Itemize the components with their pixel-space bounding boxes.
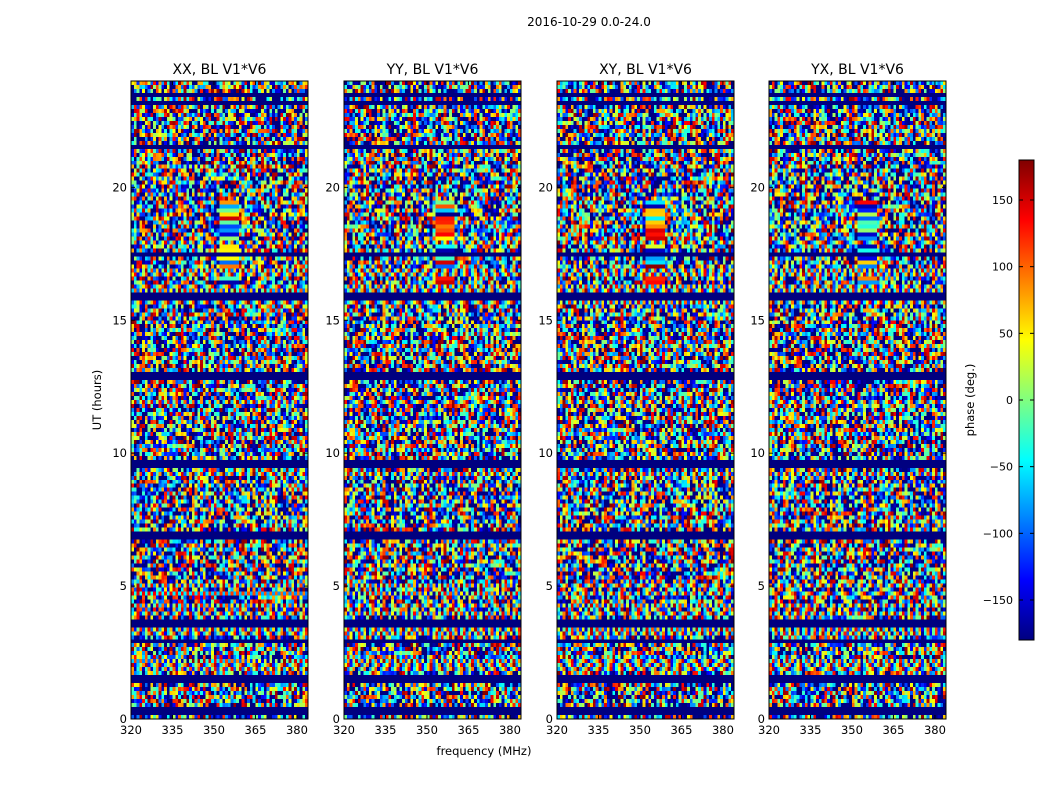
y-tick-label: 0 bbox=[546, 712, 553, 726]
x-tick-label: 320 bbox=[120, 723, 142, 737]
x-tick-label: 335 bbox=[800, 723, 822, 737]
panel-title: XY, BL V1*V6 bbox=[599, 62, 692, 78]
colorbar-tick-label: 150 bbox=[992, 194, 1013, 207]
panel-3: XY, BL V1*V6 320 335 350 365 380 0 5 10 15 20 bbox=[538, 62, 735, 737]
y-axis-label: UT (hours) bbox=[90, 370, 104, 430]
x-tick-label: 350 bbox=[416, 723, 438, 737]
x-tick-label: 365 bbox=[457, 723, 479, 737]
figure-suptitle: 2016-10-29 0.0-24.0 bbox=[527, 15, 651, 29]
y-tick-label: 0 bbox=[758, 712, 765, 726]
y-tick-label: 5 bbox=[546, 579, 553, 593]
heatmap-image-3 bbox=[557, 81, 734, 719]
heatmap-image-2 bbox=[344, 81, 521, 719]
colorbar-tick-label: 0 bbox=[1006, 394, 1013, 407]
panel-title: XX, BL V1*V6 bbox=[173, 62, 267, 78]
x-tick-label: 320 bbox=[333, 723, 355, 737]
x-tick-label: 380 bbox=[712, 723, 734, 737]
y-tick-label: 10 bbox=[112, 446, 127, 460]
colorbar: 150 100 50 0 −50 −100 −150 phase (deg.) bbox=[963, 159, 1035, 641]
panel-title: YY, BL V1*V6 bbox=[386, 62, 479, 78]
colorbar-tick-label: −50 bbox=[990, 461, 1013, 474]
y-tick-label: 5 bbox=[758, 579, 765, 593]
y-tick-label: 15 bbox=[538, 313, 553, 327]
heatmap-image-4 bbox=[769, 81, 946, 719]
y-tick-label: 20 bbox=[112, 180, 127, 194]
y-tick-label: 0 bbox=[333, 712, 340, 726]
y-tick-label: 5 bbox=[333, 579, 340, 593]
x-tick-label: 335 bbox=[162, 723, 184, 737]
x-tick-label: 365 bbox=[882, 723, 904, 737]
panel-frame bbox=[130, 80, 309, 720]
panel-2: YY, BL V1*V6 320 335 350 365 380 0 5 10 15 20 bbox=[325, 62, 522, 737]
y-tick-label: 20 bbox=[750, 180, 765, 194]
y-tick-label: 15 bbox=[112, 313, 127, 327]
y-tick-label: 10 bbox=[538, 446, 553, 460]
x-tick-label: 380 bbox=[499, 723, 521, 737]
colorbar-tick-label: 100 bbox=[992, 261, 1013, 274]
x-tick-label: 380 bbox=[924, 723, 946, 737]
y-tick-label: 15 bbox=[750, 313, 765, 327]
x-tick-label: 335 bbox=[588, 723, 610, 737]
panel-frame bbox=[768, 80, 947, 720]
panel-frame bbox=[343, 80, 522, 720]
y-tick-label: 15 bbox=[325, 313, 340, 327]
x-tick-label: 365 bbox=[244, 723, 266, 737]
colorbar-tick-label: 50 bbox=[999, 327, 1013, 340]
colorbar-tick-label: −150 bbox=[983, 594, 1013, 607]
panel-title: YX, BL V1*V6 bbox=[810, 62, 904, 78]
y-tick-label: 0 bbox=[120, 712, 127, 726]
x-tick-label: 350 bbox=[203, 723, 225, 737]
x-tick-label: 335 bbox=[375, 723, 397, 737]
panel-frame bbox=[556, 80, 735, 720]
x-tick-label: 320 bbox=[546, 723, 568, 737]
x-axis-label: frequency (MHz) bbox=[437, 744, 532, 758]
heatmap-image-1 bbox=[131, 81, 308, 719]
panel-4: YX, BL V1*V6 320 335 350 365 380 0 5 10 15 20 bbox=[750, 62, 947, 737]
x-tick-label: 365 bbox=[670, 723, 692, 737]
panel-1: XX, BL V1*V6 320 335 350 365 380 0 5 10 15 20 bbox=[112, 62, 309, 737]
x-tick-label: 350 bbox=[629, 723, 651, 737]
x-tick-label: 320 bbox=[758, 723, 780, 737]
y-tick-label: 20 bbox=[325, 180, 340, 194]
y-tick-label: 10 bbox=[325, 446, 340, 460]
y-tick-label: 5 bbox=[120, 579, 127, 593]
x-tick-label: 380 bbox=[286, 723, 308, 737]
colorbar-label: phase (deg.) bbox=[963, 364, 977, 437]
y-tick-label: 20 bbox=[538, 180, 553, 194]
x-tick-label: 350 bbox=[841, 723, 863, 737]
colorbar-tick-label: −100 bbox=[983, 527, 1013, 540]
y-tick-label: 10 bbox=[750, 446, 765, 460]
